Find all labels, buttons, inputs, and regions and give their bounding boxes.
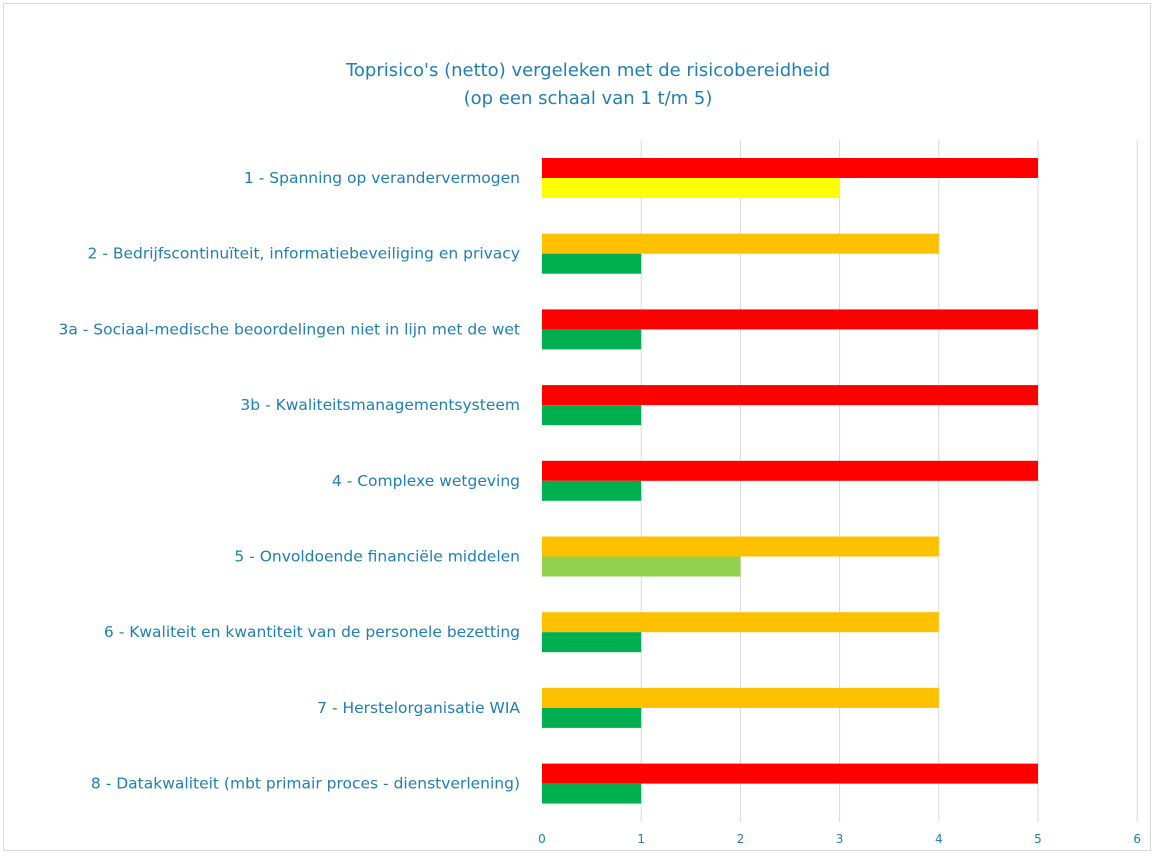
bar-5-series-2: [542, 480, 642, 501]
x-axis-tick-labels: 0 1 2 3 4 5 6: [538, 832, 1141, 846]
x-tick-3: 3: [836, 832, 844, 846]
bar-8-series-1: [542, 687, 939, 708]
category-label-3: 3a - Sociaal-medische beoordelingen niet…: [58, 320, 520, 338]
bar-3-series-2: [542, 329, 642, 350]
bar-9-series-2: [542, 783, 642, 804]
bar-4-series-2: [542, 405, 642, 426]
x-tick-0: 0: [538, 832, 546, 846]
x-tick-4: 4: [935, 832, 943, 846]
bar-5-series-1: [542, 460, 1038, 481]
bar-2-series-1: [542, 233, 939, 254]
category-label-5: 4 - Complexe wetgeving: [332, 472, 520, 490]
x-tick-2: 2: [737, 832, 745, 846]
bar-3-series-1: [542, 309, 1038, 330]
category-label-2: 2 - Bedrijfscontinuïteit, informatiebeve…: [88, 245, 520, 263]
x-tick-6: 6: [1133, 832, 1141, 846]
bar-8-series-2: [542, 707, 642, 728]
bar-7-series-2: [542, 632, 642, 653]
bar-1-series-2: [542, 178, 840, 198]
x-tick-1: 1: [637, 832, 645, 846]
bar-7-series-1: [542, 612, 939, 633]
bar-1-series-1: [542, 158, 1038, 178]
category-label-7: 6 - Kwaliteit en kwantiteit van de perso…: [104, 623, 520, 641]
x-tick-5: 5: [1034, 832, 1042, 846]
bar-6-series-2: [542, 556, 741, 577]
category-label-4: 3b - Kwaliteitsmanagementsysteem: [240, 396, 520, 414]
chart-subtitle: (op een schaal van 1 t/m 5): [464, 88, 713, 109]
bar-6-series-1: [542, 536, 939, 557]
bar-2-series-2: [542, 253, 642, 274]
category-label-8: 7 - Herstelorganisatie WIA: [317, 699, 520, 717]
category-label-9: 8 - Datakwaliteit (mbt primair proces - …: [91, 775, 520, 793]
category-labels: 1 - Spanning op verandervermogen 2 - Bedr…: [58, 169, 520, 793]
bar-4-series-1: [542, 385, 1038, 406]
category-label-1: 1 - Spanning op verandervermogen: [244, 169, 520, 187]
category-label-6: 5 - Onvoldoende financiële middelen: [234, 548, 520, 566]
bars: [542, 158, 1038, 804]
chart-title: Toprisico's (netto) vergeleken met de ri…: [345, 60, 830, 81]
bar-9-series-1: [542, 763, 1038, 784]
